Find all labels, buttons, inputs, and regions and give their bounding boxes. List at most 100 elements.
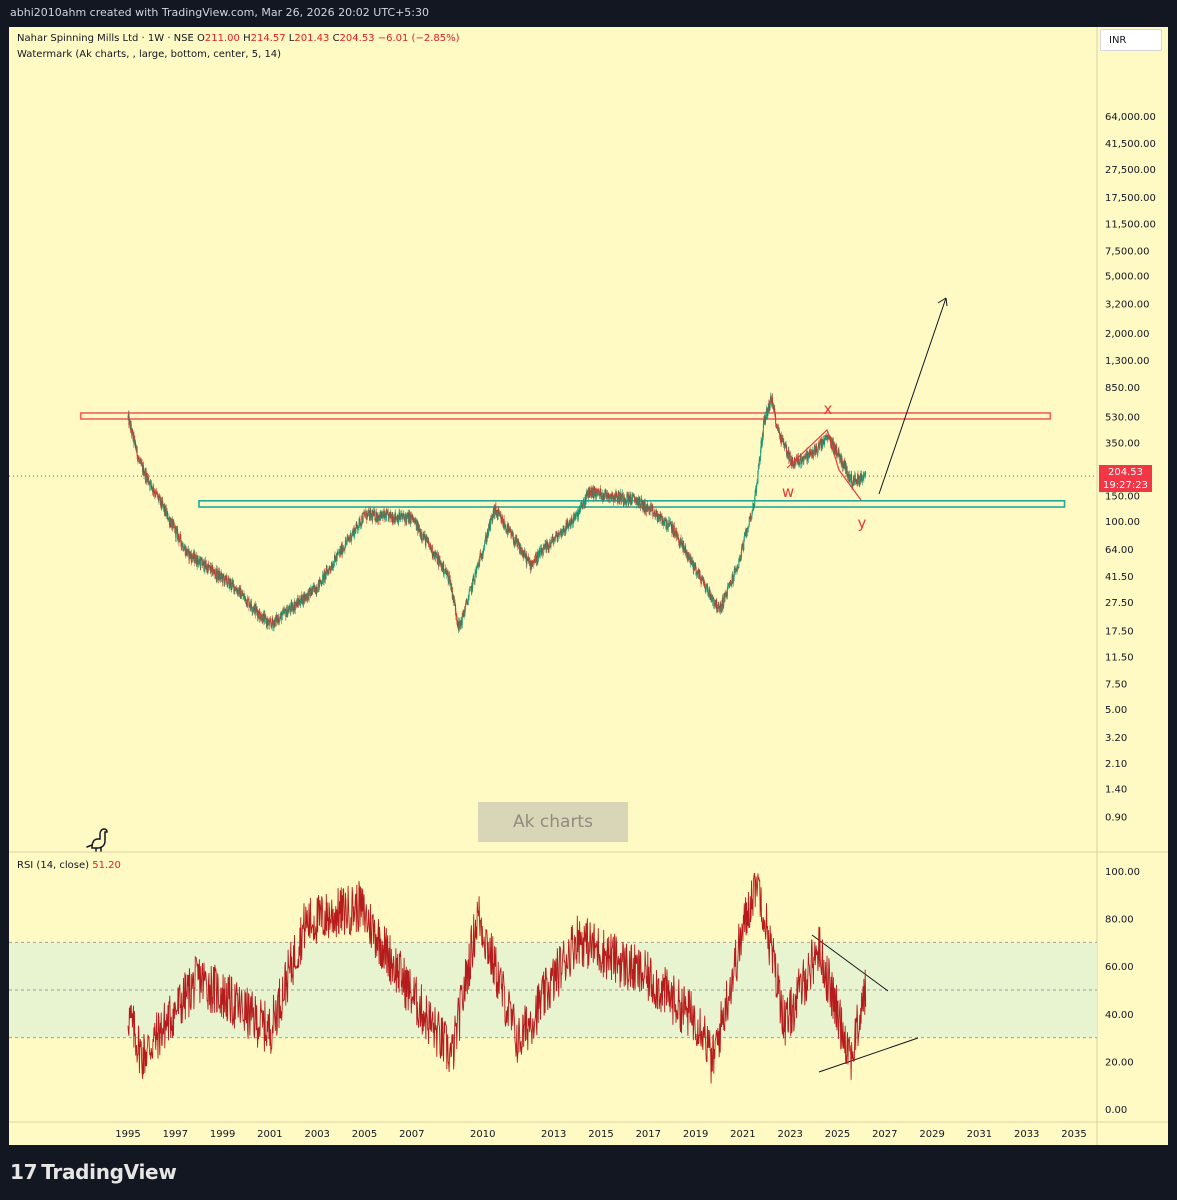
candle-body [521,549,523,556]
candle-body [531,561,533,564]
candle-body [722,597,724,608]
candle-body [282,610,284,616]
candle-body [677,536,679,540]
candle-body [765,418,767,422]
candle-body [728,585,730,587]
tradingview-branding[interactable]: 17 TradingView [10,1160,177,1184]
candle-body [731,576,733,584]
candle-body [272,618,274,623]
candle-body [483,549,485,551]
price-tick-label: 11.50 [1105,653,1134,664]
candle-body [751,516,753,520]
candle-body [134,440,136,445]
candle-body [738,559,740,569]
candle-body [173,526,175,527]
candle-body [733,576,735,579]
candle-body [160,497,162,506]
price-tick-label: 0.90 [1105,812,1127,823]
candle-body [356,524,358,527]
candle-body [713,598,715,607]
price-tick-label: 17.50 [1105,626,1134,637]
candle-body [279,616,281,618]
candle-body [431,545,433,556]
candle-body [853,482,855,484]
candle-body [256,609,258,612]
candle-body [166,512,168,516]
time-tick-label: 2029 [919,1129,944,1140]
candle-body [498,510,500,514]
candle-body [570,522,572,527]
last-price-tag: 204.53 19:27:23 [1099,465,1152,492]
candle-body [864,475,866,476]
high-value: 214.57 [250,33,286,44]
currency-button[interactable]: INR [1100,29,1162,51]
candle-body [532,562,534,566]
candle-body [696,572,698,576]
candle-body [364,512,365,515]
symbol-legend[interactable]: Nahar Spinning Mills Ltd · 1W · NSE O211… [17,33,460,44]
candle-body [695,563,697,567]
candle-body [183,548,185,550]
candle-body [154,492,156,495]
chart-frame[interactable]: 64,000.00 41,500.00 27,500.00 17,500.00 11,5… [9,27,1168,1145]
chart-canvas[interactable]: 64,000.00 41,500.00 27,500.00 17,500.00 11,5… [9,27,1168,1145]
candle-body [801,460,803,465]
candle-body [861,473,863,481]
candle-body [437,561,439,564]
time-tick-label: 2005 [352,1129,377,1140]
candle-body [223,578,225,585]
candle-body [670,523,672,530]
rsi-legend[interactable]: RSI (14, close) 51.20 [17,860,121,871]
candle-body [333,555,335,563]
candle-body [333,566,335,568]
candle-body [351,536,353,538]
open-value: 211.00 [204,33,240,44]
watermark-indicator-legend[interactable]: Watermark (Ak charts, , large, bottom, c… [17,49,282,60]
projection-arrowhead-icon [937,297,948,307]
candle-body [519,547,521,553]
candle-body [625,501,627,504]
candle-body [365,511,367,519]
candle-body [784,444,786,448]
candle-body [708,589,710,597]
candle-body [865,472,867,474]
candle-body [187,549,189,555]
candle-body [736,565,738,572]
candle-body [513,539,515,544]
candle-body [769,400,771,409]
candle-body [578,509,580,512]
candle-body [147,475,149,479]
candle-body [639,497,641,505]
candle-body [444,571,446,574]
candle-body [675,530,677,538]
candle-body [670,521,672,524]
candle-body [845,462,847,474]
candle-body [355,522,357,528]
candle-body [546,541,548,551]
candle-body [131,429,133,435]
candle-body [580,505,582,511]
candle-body [625,499,627,502]
candle-body [359,518,361,526]
candle-body [747,528,749,530]
candle-body [633,495,635,497]
candle-body [327,570,329,574]
candle-body [541,551,543,555]
candle-body [719,603,721,612]
candle-body [722,605,724,608]
candle-body [308,589,310,600]
candle-body [633,496,635,498]
candle-body [622,493,624,496]
candle-body [194,553,196,563]
candle-body [382,514,384,518]
candle-body [565,522,567,533]
candle-body [789,452,791,462]
candle-body [429,544,431,550]
candle-body [281,615,283,621]
candle-body [557,536,559,542]
candle-body [732,578,734,584]
candle-body [805,457,807,459]
candle-body [524,551,526,556]
tradingview-brand-name: TradingView [41,1160,177,1184]
candle-body [226,576,228,584]
